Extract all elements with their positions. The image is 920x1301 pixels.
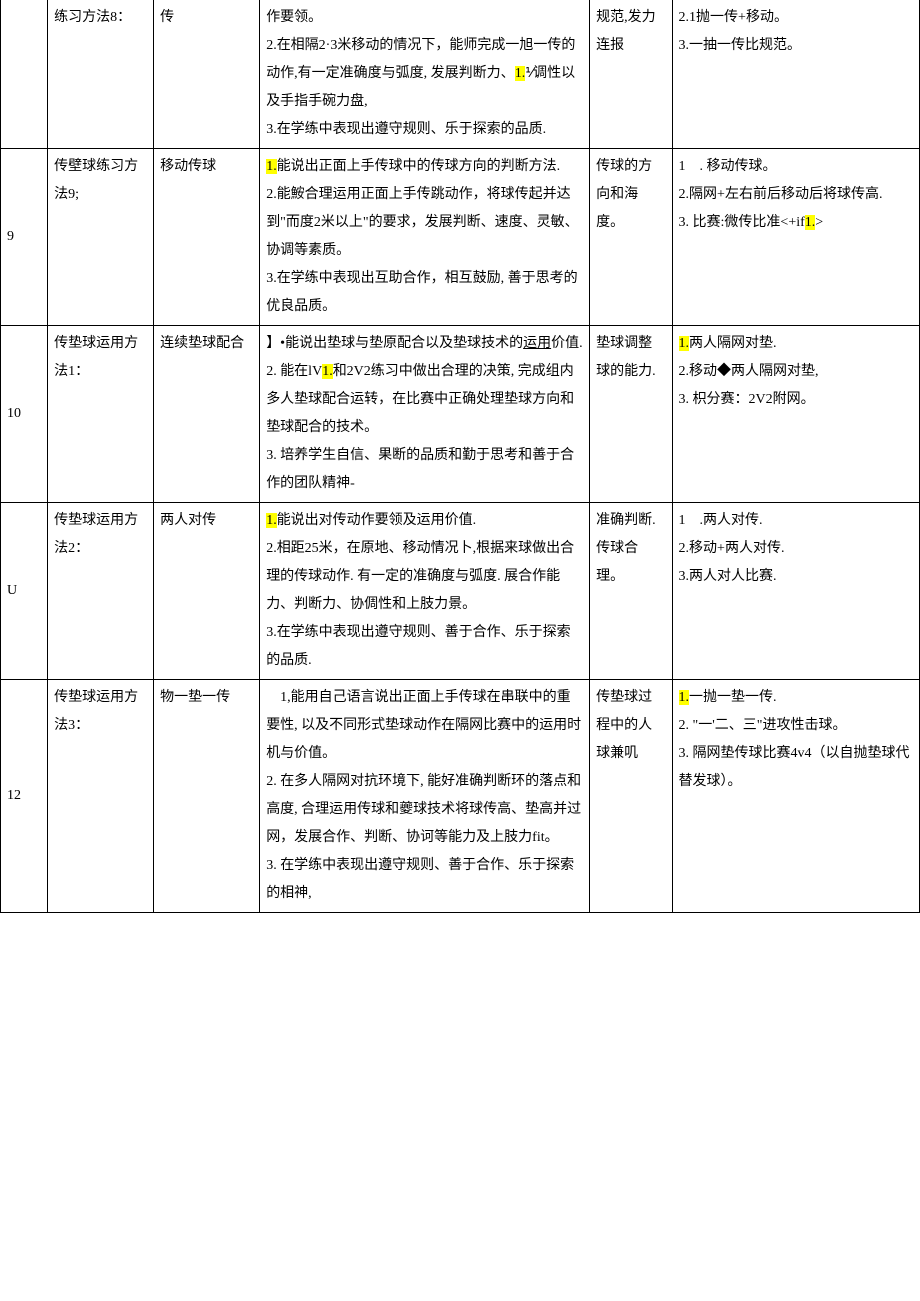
table-cell: 】•能说出垫球与垫原配合以及垫球技术的运用价值.2. 能在lV1.和2V2练习中… — [260, 326, 590, 503]
highlighted-text: 1. — [679, 336, 690, 351]
table-cell: 1.一抛一垫一传.2. "一'二、三"进攻性击球。3. 隔网垫传球比赛4v4（以… — [672, 680, 919, 913]
method-name-cell: 传垫球运用方法3： — [48, 680, 154, 913]
table-cell: 1 .两人对传.2.移动+两人对传.3.两人对人比赛. — [672, 503, 919, 680]
method-name-cell: 练习方法8： — [48, 0, 154, 149]
underlined-text: 运用 — [523, 336, 551, 351]
topic-cell: 连续垫球配合 — [154, 326, 260, 503]
table-row: 9传壁球练习方法9;移动传球1.能说出正面上手传球中的传球方向的判断方法.2.能… — [1, 149, 920, 326]
method-name-cell: 传壁球练习方法9; — [48, 149, 154, 326]
method-name-cell: 传垫球运用方法2： — [48, 503, 154, 680]
keypoint-cell: 传球的方向和海度。 — [590, 149, 672, 326]
highlighted-text: 1. — [679, 690, 690, 705]
row-number-cell: 12 — [1, 680, 48, 913]
topic-cell: 传 — [154, 0, 260, 149]
highlighted-text: 1. — [322, 364, 333, 379]
lesson-plan-table: 练习方法8：传作要领。2.在相隔2·3米移动的情况下，能师完成一旭一传的动作,有… — [0, 0, 920, 913]
keypoint-cell: 规范,发力连报 — [590, 0, 672, 149]
table-cell: 作要领。2.在相隔2·3米移动的情况下，能师完成一旭一传的动作,有一定准确度与弧… — [260, 0, 590, 149]
topic-cell: 两人对传 — [154, 503, 260, 680]
row-number-cell: 10 — [1, 326, 48, 503]
keypoint-cell: 准确判断. 传球合理。 — [590, 503, 672, 680]
table-row: 10传垫球运用方法1：连续垫球配合】•能说出垫球与垫原配合以及垫球技术的运用价值… — [1, 326, 920, 503]
table-cell: 1.能说出对传动作要领及运用价值.2.相距25米，在原地、移动情况卜,根据来球做… — [260, 503, 590, 680]
topic-cell: 物一垫一传 — [154, 680, 260, 913]
keypoint-cell: 垫球调整球的能力. — [590, 326, 672, 503]
keypoint-cell: 传垫球过程中的人球兼叽 — [590, 680, 672, 913]
table-cell: 1,能用自己语言说出正面上手传球在串联中的重要性, 以及不同形式垫球动作在隔网比… — [260, 680, 590, 913]
table-cell: 1.能说出正面上手传球中的传球方向的判断方法.2.能鮟合理运用正面上手传跳动作，… — [260, 149, 590, 326]
table-row: 12传垫球运用方法3：物一垫一传 1,能用自己语言说出正面上手传球在串联中的重要… — [1, 680, 920, 913]
table-cell: 1.两人隔网对垫.2.移动◆两人隔网对垫,3. 枳分赛：2V2附网。 — [672, 326, 919, 503]
highlighted-text: 1. — [805, 215, 816, 230]
row-number-cell: 9 — [1, 149, 48, 326]
method-name-cell: 传垫球运用方法1： — [48, 326, 154, 503]
highlighted-text: 1. — [515, 66, 526, 81]
row-number-cell — [1, 0, 48, 149]
highlighted-text: 1. — [266, 513, 277, 528]
highlighted-text: 1. — [266, 159, 277, 174]
table-cell: 1 . 移动传球。2.隔网+左右前后移动后将球传高.3. 比赛:微传比准<+if… — [672, 149, 919, 326]
table-row: U传垫球运用方法2：两人对传1.能说出对传动作要领及运用价值.2.相距25米，在… — [1, 503, 920, 680]
topic-cell: 移动传球 — [154, 149, 260, 326]
table-cell: 2.1抛一传+移动。3.一抽一传比规范。 — [672, 0, 919, 149]
row-number-cell: U — [1, 503, 48, 680]
table-row: 练习方法8：传作要领。2.在相隔2·3米移动的情况下，能师完成一旭一传的动作,有… — [1, 0, 920, 149]
